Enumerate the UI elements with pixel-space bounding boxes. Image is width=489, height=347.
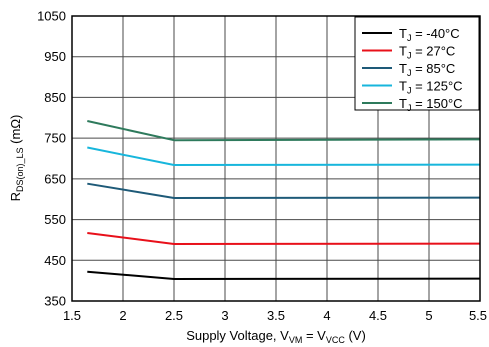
y-tick-label: 450 [44, 253, 66, 268]
y-tick-label: 1050 [37, 9, 66, 24]
y-tick-label: 750 [44, 131, 66, 146]
x-tick-label: 1.5 [63, 308, 81, 323]
x-tick-label: 4.5 [369, 308, 387, 323]
series-lines [87, 120, 481, 280]
legend-items: TJ = -40°CTJ = 27°CTJ = 85°CTJ = 125°CTJ… [362, 26, 463, 113]
legend-label-3: TJ = 125°C [399, 79, 463, 96]
y-tick-label: 950 [44, 49, 66, 64]
x-tick-label: 3.5 [267, 308, 285, 323]
series-line-1 [87, 232, 481, 245]
x-tick-label: 4 [323, 308, 330, 323]
x-axis-title: Supply Voltage, VVM = VVCC (V) [186, 328, 366, 345]
legend: TJ = -40°CTJ = 27°CTJ = 85°CTJ = 125°CTJ… [354, 16, 480, 113]
y-tick-label: 350 [44, 294, 66, 309]
x-tick-label: 5 [425, 308, 432, 323]
series-line-4 [87, 120, 481, 142]
series-line-0 [87, 270, 481, 280]
y-tick-label: 850 [44, 90, 66, 105]
x-tick-label: 2 [119, 308, 126, 323]
x-tick-labels: 1.5 2 2.5 3 3.5 4 4.5 5 5.5 [63, 308, 487, 323]
x-tick-label: 3 [221, 308, 228, 323]
legend-label-1: TJ = 27°C [399, 44, 455, 61]
series-line-3 [87, 146, 481, 166]
x-tick-label: 2.5 [165, 308, 183, 323]
y-tick-labels: 350 450 550 650 750 850 950 1050 [37, 9, 66, 309]
y-tick-label: 550 [44, 212, 66, 227]
plot-frame [71, 15, 481, 302]
legend-label-0: TJ = -40°C [399, 26, 460, 43]
x-tick-label: 5.5 [469, 308, 487, 323]
series-line-2 [87, 182, 481, 199]
y-axis-title: RDS(on)_LS (mΩ) [8, 115, 25, 202]
legend-label-2: TJ = 85°C [399, 61, 455, 78]
legend-label-4: TJ = 150°C [399, 96, 463, 113]
y-tick-label: 650 [44, 171, 66, 186]
